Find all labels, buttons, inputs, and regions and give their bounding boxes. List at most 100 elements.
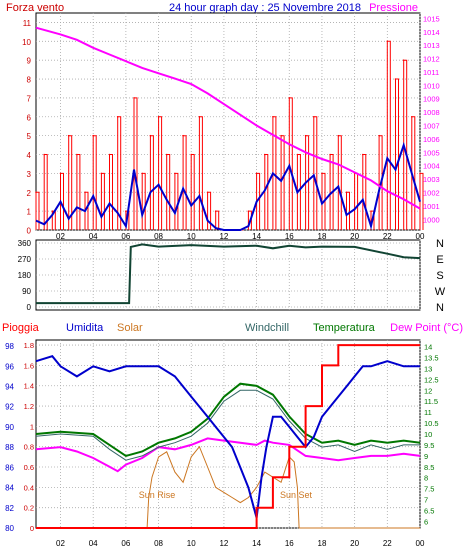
humidity-tick-label: 84	[5, 484, 14, 493]
compass-label: N	[436, 238, 444, 250]
pressure-axis-title: Pressione	[369, 2, 418, 14]
wind-gust-point	[263, 153, 266, 156]
wind-gust-point	[157, 115, 160, 118]
wind-gust-point	[51, 210, 54, 212]
wind-tick-label: 4	[27, 151, 32, 160]
wind-gust-point	[67, 134, 70, 137]
series-wind-gust	[35, 40, 424, 231]
humidity-tick-label: 94	[5, 382, 14, 391]
pressure-tick-label: 1000	[423, 215, 440, 224]
wind-gust-point	[84, 191, 86, 194]
wind-tick-label: 3	[27, 170, 32, 179]
wind-gust-point	[411, 115, 413, 118]
wind-tick-label: 8	[27, 76, 32, 85]
wind-gust-point	[174, 172, 176, 175]
wind-tick-label: 9	[27, 57, 32, 66]
temp-tick-label: 12.5	[424, 375, 439, 384]
temp-tick-label: 10.5	[424, 419, 439, 428]
series-wind-avg	[35, 141, 421, 231]
x-tick-label: 16	[285, 539, 294, 548]
x-tick-label: 16	[285, 232, 294, 241]
x-tick-label: 12	[219, 232, 228, 241]
series-windchill	[35, 389, 420, 461]
direction-tick-label: 0	[27, 303, 32, 312]
wind-gust-point	[288, 97, 291, 99]
humidity-tick-label: 80	[5, 524, 14, 533]
wind-tick-label: 2	[27, 189, 32, 198]
series-humidity	[35, 355, 420, 519]
rain-temp-series	[35, 344, 421, 529]
wind-gust-point	[394, 78, 397, 80]
rain-tick-label: 1.6	[24, 361, 34, 370]
legend-windchill: Windchill	[245, 322, 289, 334]
humidity-tick-label: 92	[5, 403, 14, 412]
pressure-tick-label: 1003	[423, 175, 440, 184]
series-rain	[36, 344, 420, 529]
legend-temperatura: Temperatura	[313, 322, 376, 334]
wind-gust-point	[43, 153, 45, 156]
series-dewpoint	[35, 437, 421, 473]
x-tick-label: 22	[383, 539, 392, 548]
wind-tick-label: 1	[27, 208, 32, 217]
compass-label: N	[436, 302, 444, 314]
x-tick-label: 18	[318, 539, 327, 548]
temp-tick-label: 6	[424, 517, 428, 526]
wind-gust-point	[116, 115, 119, 118]
wind-gust-point	[141, 172, 144, 175]
wind-gust-point	[386, 40, 389, 43]
wind-tick-label: 5	[27, 132, 32, 141]
pressure-tick-label: 1012	[423, 55, 440, 64]
temp-tick-label: 8	[424, 474, 428, 483]
x-tick-label: 14	[252, 232, 261, 241]
direction-tick-label: 180	[18, 271, 32, 280]
temp-tick-label: 11.5	[424, 397, 438, 406]
wind-gust-point	[345, 191, 348, 194]
x-tick-label: 06	[121, 539, 130, 548]
pressure-ticks-right: 1000 1001 1002 1003 1004 1005 1006 1007 1008 1009…	[423, 14, 440, 224]
x-tick-label: 12	[219, 539, 228, 548]
pressure-tick-label: 1015	[423, 14, 440, 23]
rain-tick-label: 0.6	[24, 463, 34, 472]
direction-tick-label: 90	[22, 287, 31, 296]
x-tick-label: 08	[154, 232, 163, 241]
x-tick-label: 00	[416, 539, 425, 548]
temp-tick-label: 13	[424, 364, 432, 373]
sun-rise-label: Sun Rise	[139, 490, 176, 500]
temp-tick-label: 14	[424, 343, 432, 352]
rain-tick-label: 0.4	[24, 483, 34, 492]
rain-tick-label: 1.2	[24, 402, 34, 411]
humidity-tick-label: 82	[5, 504, 14, 513]
wind-tick-label: 6	[27, 113, 32, 122]
wind-gust-point	[272, 115, 274, 118]
rain-tick-label: 1	[30, 422, 34, 431]
pressure-tick-label: 1011	[423, 68, 439, 77]
x-tick-label: 20	[350, 232, 359, 241]
wind-gust-point	[247, 210, 250, 212]
wind-gust-point	[255, 172, 258, 175]
wind-gust-point	[321, 172, 323, 175]
pressure-tick-label: 1009	[423, 95, 440, 104]
wind-gust-point	[100, 172, 103, 175]
humidity-tick-label: 90	[5, 423, 14, 432]
temp-tick-label: 8.5	[424, 463, 434, 472]
pressure-tick-label: 1006	[423, 135, 440, 144]
series-wind-direction	[36, 243, 421, 305]
compass-label: E	[436, 254, 443, 266]
x-tick-label: 18	[318, 232, 327, 241]
wind-tick-label: 0	[27, 227, 32, 236]
temp-tick-label: 6.5	[424, 507, 434, 516]
sun-set-label: Sun Set	[280, 490, 313, 500]
wind-tick-label: 7	[27, 94, 32, 103]
x-tick-label: 02	[56, 539, 65, 548]
x-tick-label: 10	[187, 232, 196, 241]
pressure-tick-label: 1004	[423, 162, 440, 171]
rain-temp-panel: 00.20.40.60.811.21.41.61.880828486889092…	[5, 339, 439, 548]
compass-label: S	[436, 270, 443, 282]
pressure-tick-label: 1013	[423, 41, 440, 50]
temp-tick-label: 11	[424, 408, 432, 417]
wind-gust-point	[214, 210, 217, 212]
wind-gust-point	[296, 153, 299, 156]
wind-gust-point	[125, 210, 127, 212]
